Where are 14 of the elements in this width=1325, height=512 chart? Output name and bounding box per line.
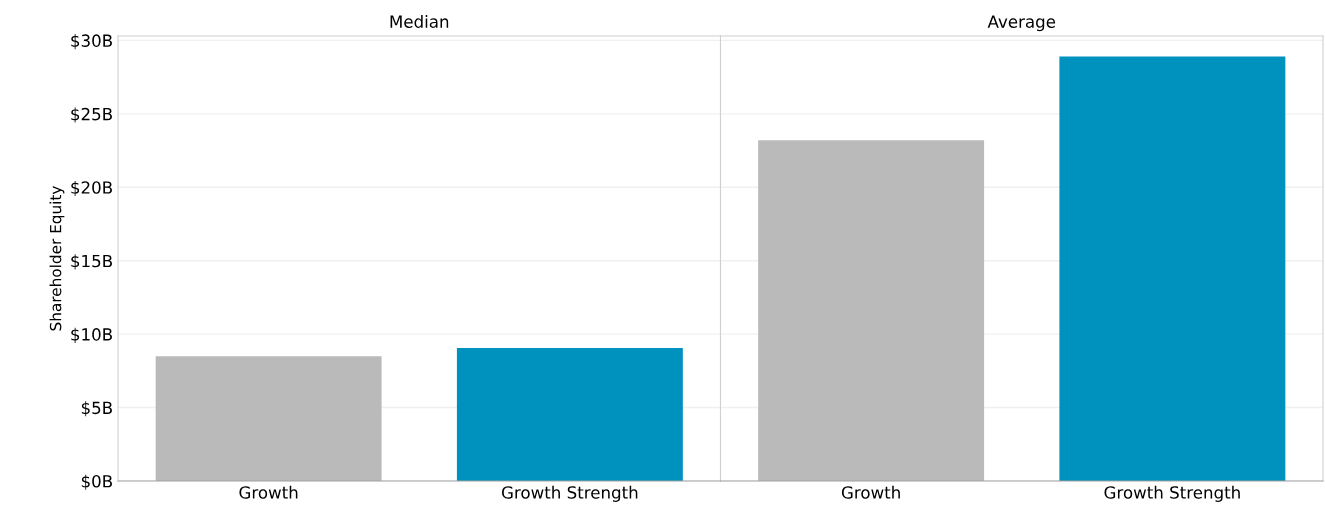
y-tick-label: $30B bbox=[71, 34, 112, 50]
y-tick-label: $0B bbox=[81, 474, 112, 490]
y-tick-label: $10B bbox=[71, 327, 112, 343]
y-tick-label: $20B bbox=[71, 180, 112, 197]
y-tick-label: $5B bbox=[81, 401, 112, 417]
chart-title: Median bbox=[390, 15, 449, 28]
x-tick-label: Growth Strength bbox=[1104, 485, 1240, 502]
y-tick-label: $25B bbox=[71, 107, 112, 123]
y-tick-label: $15B bbox=[71, 254, 112, 270]
x-tick-label: Growth bbox=[841, 485, 900, 499]
x-tick-label: Growth Strength bbox=[501, 485, 638, 502]
chart-title: Average bbox=[987, 15, 1056, 32]
x-tick-label: Growth bbox=[239, 485, 298, 499]
y-axis-title: Shareholder Equity bbox=[49, 186, 65, 331]
